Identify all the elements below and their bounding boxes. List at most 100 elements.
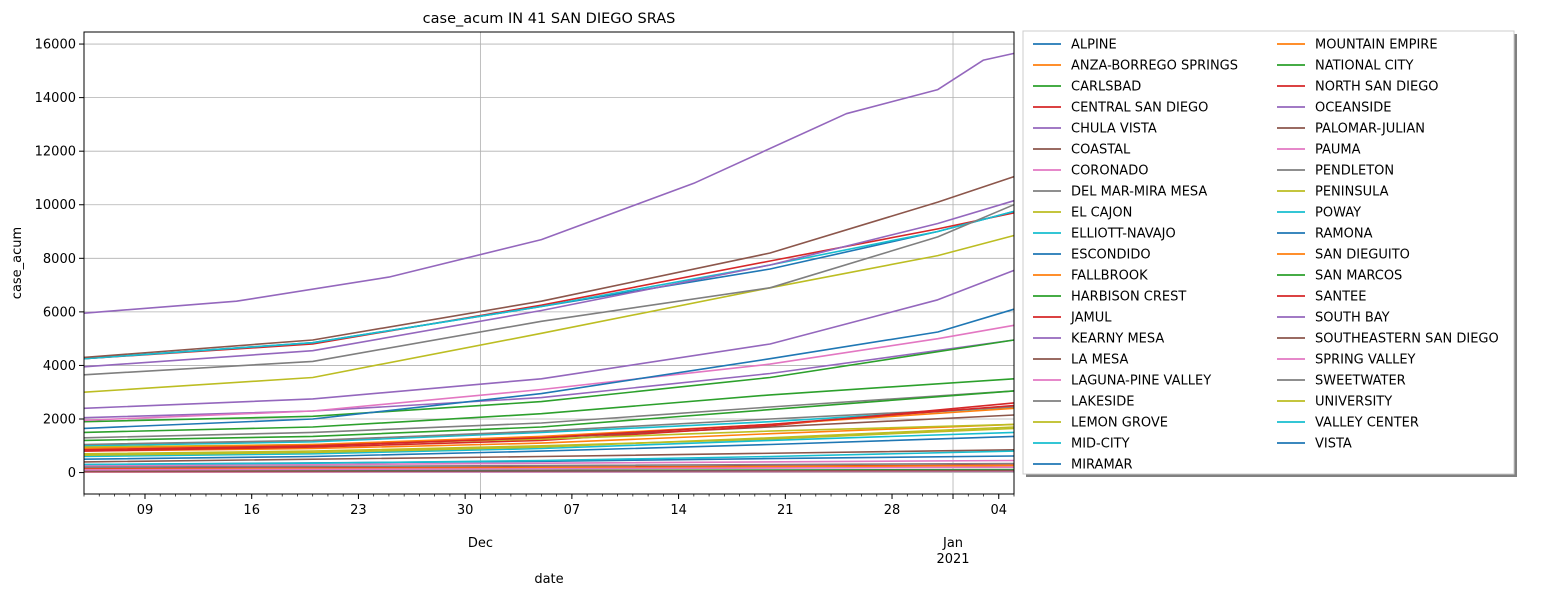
y-tick-label: 10000 [35, 198, 76, 213]
x-month-label: Dec [468, 536, 493, 551]
legend-label: CARLSBAD [1071, 80, 1141, 95]
legend-entry: OCEANSIDE [1277, 101, 1391, 116]
legend-label: DEL MAR-MIRA MESA [1071, 185, 1207, 200]
series-line-escondido [83, 210, 1015, 360]
x-year-label: 2021 [936, 552, 969, 567]
legend-entry: CARLSBAD [1033, 80, 1141, 95]
legend-label: PAUMA [1315, 143, 1361, 158]
y-tick-label: 12000 [35, 145, 76, 160]
legend-entry: ESCONDIDO [1033, 248, 1151, 263]
series-line-santee [83, 404, 1015, 451]
legend-label: JAMUL [1070, 311, 1112, 326]
legend-entry: NORTH SAN DIEGO [1277, 80, 1439, 95]
y-tick-label: 2000 [43, 413, 76, 428]
legend-entry: PENDLETON [1277, 164, 1394, 179]
legend-entry: VISTA [1277, 437, 1352, 452]
series-line-fallbrook [83, 423, 1015, 452]
legend-label: SOUTHEASTERN SAN DIEGO [1315, 332, 1499, 347]
series-line-pendleton [83, 462, 1015, 469]
x-tick-label: 04 [990, 503, 1007, 518]
legend: ALPINE ANZA-BORREGO SPRINGS CARLSBAD CENTRA… [1022, 30, 1517, 477]
legend-entry: SWEETWATER [1277, 374, 1406, 389]
legend-entry: LAKESIDE [1033, 395, 1134, 410]
series-line-pauma [83, 466, 1015, 471]
legend-label: POWAY [1315, 206, 1361, 221]
legend-label: HARBISON CREST [1071, 290, 1186, 305]
x-tick-label: 07 [564, 503, 581, 518]
legend-frame [1022, 30, 1515, 475]
legend-entry: MOUNTAIN EMPIRE [1277, 38, 1438, 53]
legend-label: CORONADO [1071, 164, 1148, 179]
legend-label: RAMONA [1315, 227, 1373, 242]
legend-entry: CORONADO [1033, 164, 1148, 179]
legend-entry: MID-CITY [1033, 437, 1130, 452]
legend-label: UNIVERSITY [1315, 395, 1392, 410]
series-line-poway [83, 431, 1015, 458]
series-line-lemon-grove [83, 427, 1015, 455]
x-tick-label: 23 [350, 503, 367, 518]
legend-label: ANZA-BORREGO SPRINGS [1071, 59, 1238, 74]
legend-entry: NATIONAL CITY [1277, 59, 1413, 74]
legend-entry: HARBISON CREST [1033, 290, 1186, 305]
legend-label: LA MESA [1071, 353, 1128, 368]
legend-label: ELLIOTT-NAVAJO [1071, 227, 1176, 242]
series-line-elliott-navajo [83, 406, 1015, 447]
legend-label: LAGUNA-PINE VALLEY [1071, 374, 1211, 389]
x-tick-label: 21 [777, 503, 794, 518]
legend-label: SOUTH BAY [1315, 311, 1390, 326]
series-line-university [83, 426, 1015, 456]
legend-entry: SAN MARCOS [1277, 269, 1402, 284]
legend-label: MOUNTAIN EMPIRE [1315, 38, 1438, 53]
legend-label: VISTA [1315, 437, 1352, 452]
legend-entry: CHULA VISTA [1033, 122, 1157, 137]
legend-entry: COASTAL [1033, 143, 1131, 158]
legend-label: MIRAMAR [1071, 458, 1133, 473]
legend-label: CENTRAL SAN DIEGO [1071, 101, 1208, 116]
series-layer [83, 52, 1015, 473]
series-line-spring-valley [83, 324, 1015, 422]
legend-entry: SOUTH BAY [1277, 311, 1390, 326]
series-line-central-san-diego [83, 212, 1015, 360]
legend-entry: PAUMA [1277, 143, 1361, 158]
y-tick-label: 6000 [43, 305, 76, 320]
legend-entry: SANTEE [1277, 290, 1366, 305]
legend-label: SPRING VALLEY [1315, 353, 1416, 368]
y-tick-label: 4000 [43, 359, 76, 374]
legend-label: ESCONDIDO [1071, 248, 1151, 263]
legend-entry: KEARNY MESA [1033, 332, 1164, 347]
legend-entry: FALLBROOK [1033, 269, 1148, 284]
series-line-del-mar-mira-mesa [83, 390, 1015, 439]
series-line-south-bay [83, 269, 1015, 410]
series-line-vista [83, 308, 1015, 430]
legend-entry: ALPINE [1033, 38, 1117, 53]
series-line-carlsbad [83, 378, 1015, 434]
series-line-ramona [83, 435, 1015, 460]
legend-entry: MIRAMAR [1033, 458, 1133, 473]
x-tick-label: 28 [884, 503, 901, 518]
series-line-kearny-mesa [83, 339, 1015, 419]
x-month-label: Jan [942, 536, 963, 551]
legend-entry: LA MESA [1033, 353, 1128, 368]
legend-entry: SAN DIEGUITO [1277, 248, 1410, 263]
y-axis-title: case_acum [10, 227, 25, 299]
legend-label: CHULA VISTA [1071, 122, 1157, 137]
legend-entry: SPRING VALLEY [1277, 353, 1416, 368]
legend-entry: VALLEY CENTER [1277, 416, 1419, 431]
series-line-chula-vista [83, 52, 1015, 314]
series-line-sweetwater [83, 203, 1015, 376]
legend-label: COASTAL [1071, 143, 1131, 158]
series-line-valley-center [83, 450, 1015, 466]
legend-label: FALLBROOK [1071, 269, 1148, 284]
legend-entry: CENTRAL SAN DIEGO [1033, 101, 1208, 116]
legend-entry: ANZA-BORREGO SPRINGS [1033, 59, 1238, 74]
legend-entry: EL CAJON [1033, 206, 1132, 221]
series-line-coronado [83, 459, 1015, 467]
y-tick-label: 16000 [35, 38, 76, 53]
y-tick-label: 8000 [43, 252, 76, 267]
legend-label: VALLEY CENTER [1315, 416, 1419, 431]
legend-label: PALOMAR-JULIAN [1315, 122, 1425, 137]
legend-label: SWEETWATER [1315, 374, 1406, 389]
series-line-san-marcos [83, 390, 1015, 442]
